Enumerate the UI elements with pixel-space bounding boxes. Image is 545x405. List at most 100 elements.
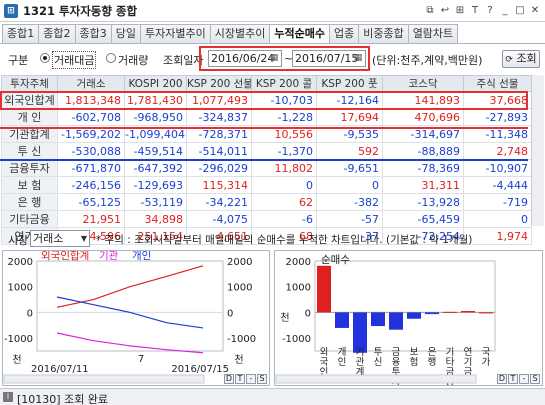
tab-item[interactable]: 누적순매수 xyxy=(269,24,330,44)
column-header[interactable]: KSP 200 콜 xyxy=(251,75,317,92)
market-select[interactable]: 거래소 ▼ xyxy=(30,230,90,247)
table-cell: 11,802 xyxy=(251,159,317,177)
table-cell: -34,221 xyxy=(186,193,252,211)
investor-table: 투자주체 거래소 KOSPI 200 KSP 200 선물 KSP 200 콜 KSP 2… xyxy=(1,75,532,245)
row-header: 개 인 xyxy=(1,108,58,126)
link-icon[interactable]: ⧉ xyxy=(426,5,434,16)
table-cell: -9,651 xyxy=(316,159,383,177)
tab-item[interactable]: 당일 xyxy=(110,24,141,43)
table-cell: -13,928 xyxy=(382,193,464,211)
tab-item[interactable]: 종합1 xyxy=(2,24,40,43)
radio-volume[interactable] xyxy=(106,53,116,63)
minimize-icon[interactable]: _ xyxy=(502,5,508,16)
table-cell: 1,974 xyxy=(463,227,532,245)
pin-icon[interactable]: ↩ xyxy=(440,5,450,16)
table-row[interactable]: 외국인합계 1,813,348 1,781,430 1,077,493 -10,703-… xyxy=(1,91,532,109)
window-controls: ⧉ ↩ ⊞ T ? _ □ ✕ xyxy=(424,4,541,17)
help-icon[interactable]: ? xyxy=(487,5,493,16)
x-tick-label: 7 xyxy=(138,354,144,365)
radio-volume-label[interactable]: 거래량 xyxy=(118,54,149,67)
table-row[interactable]: 기타금융 21,951 34,898 -4,075 -6 -57 -65,459 0 xyxy=(1,210,532,228)
tab-item[interactable]: 투자자별추이 xyxy=(140,24,211,43)
chart-nav-button[interactable]: S xyxy=(530,374,540,384)
tab-item[interactable]: 비중종합 xyxy=(358,24,409,43)
table-row[interactable]: 투 신 -530,088 -459,514 -514,011 -1,370 592 -88,… xyxy=(1,142,532,160)
row-header: 투 신 xyxy=(1,142,58,160)
tab-item[interactable]: 종합3 xyxy=(74,24,112,43)
close-icon[interactable]: ✕ xyxy=(530,5,540,16)
chart-scrollbar[interactable] xyxy=(275,374,477,384)
table-row[interactable]: 금융투자 -671,870 -647,392 -296,029 11,802 -9,651… xyxy=(1,159,532,177)
chart-scrollbar[interactable] xyxy=(3,374,205,384)
row-header: 은 행 xyxy=(1,193,58,211)
row-header: 기관합계 xyxy=(1,125,58,143)
maximize-icon[interactable]: □ xyxy=(515,5,525,16)
column-header[interactable]: KSP 200 선물 xyxy=(186,75,252,92)
column-header[interactable]: KSP 200 풋 xyxy=(316,75,383,92)
y-tick-label: -1000 xyxy=(4,334,33,345)
column-header[interactable]: 코스닥 xyxy=(382,75,464,92)
y-tick-label: 2000 xyxy=(8,257,33,268)
row-header: 보 험 xyxy=(1,176,58,194)
screen-code: 1321 xyxy=(23,3,56,18)
calendar-icon[interactable]: ▦ xyxy=(353,53,363,63)
font-icon[interactable]: T xyxy=(471,5,479,16)
bar xyxy=(335,312,349,328)
tab-item[interactable]: 열람차트 xyxy=(407,24,459,43)
tab-item[interactable]: 종합2 xyxy=(38,24,76,43)
table-cell: -65,459 xyxy=(382,210,464,228)
chart-nav-button[interactable]: D xyxy=(497,374,507,384)
table-row[interactable]: 은 행 -65,125 -53,119 -34,221 62 -382 -13,928 -71… xyxy=(1,193,532,211)
radio-amount-label[interactable]: 거래대금 xyxy=(52,51,97,69)
notice-text: * 주의 : 조회시작일부터 매일매일의 순매수를 누적한 차트입니다. (기본… xyxy=(96,234,473,246)
radio-amount[interactable] xyxy=(40,53,50,63)
chart-nav-button[interactable]: T xyxy=(235,374,245,384)
date-from-input[interactable]: 2016/06/24 ▦ xyxy=(208,50,282,67)
table-scrollbar[interactable] xyxy=(531,75,544,226)
chart-nav-button[interactable]: S xyxy=(257,374,267,384)
table-row[interactable]: 보 험 -246,156 -129,693 115,314 0 0 31,311 -4,444 xyxy=(1,176,532,194)
y-tick-label: -1000 xyxy=(282,334,311,345)
bar xyxy=(461,311,475,313)
tab-item[interactable]: 시장별추이 xyxy=(209,24,271,43)
chart-nav-button[interactable]: - xyxy=(246,374,256,384)
table-cell: -530,088 xyxy=(57,142,125,160)
tab-item[interactable]: 업종 xyxy=(328,24,360,43)
grid-icon[interactable]: ⊞ xyxy=(455,5,465,16)
column-header[interactable]: 주식 선물 xyxy=(463,75,532,92)
y-unit-label: 천 xyxy=(12,354,21,366)
chart-nav-button[interactable]: D xyxy=(224,374,234,384)
tab-divider xyxy=(0,43,545,44)
table-cell: -10,907 xyxy=(463,159,532,177)
table-cell: 21,951 xyxy=(57,210,125,228)
bar xyxy=(479,312,493,314)
info-icon: i xyxy=(3,392,13,402)
column-header[interactable]: 투자주체 xyxy=(1,75,58,92)
date-highlight-frame xyxy=(199,46,370,71)
table-cell: -53,119 xyxy=(124,193,187,211)
calendar-icon[interactable]: ▦ xyxy=(269,53,279,63)
row-header: 금융투자 xyxy=(1,159,58,177)
kind-label: 구분 xyxy=(8,54,29,67)
table-row[interactable]: 개 인 -602,708 -968,950 -324,837 -1,228 17,694 4… xyxy=(1,108,532,126)
table-cell: -671,870 xyxy=(57,159,125,177)
table-cell: 0 xyxy=(316,176,383,194)
x-start-label: 2016/07/11 xyxy=(31,364,89,375)
series-line xyxy=(56,332,204,354)
date-to-value: 2016/07/15 xyxy=(295,52,359,65)
chart-nav-button[interactable]: - xyxy=(519,374,529,384)
column-header[interactable]: KOSPI 200 xyxy=(124,75,187,92)
query-button[interactable]: ⟳ 조회 xyxy=(502,50,540,68)
date-to-input[interactable]: 2016/07/15 ▦ xyxy=(292,50,366,67)
table-cell: 470,696 xyxy=(382,108,464,126)
table-row[interactable]: 기관합계 -1,569,202 -1,099,404 -728,371 10,556 -9… xyxy=(1,125,532,143)
table-cell: -6 xyxy=(251,210,317,228)
legend-item: 개인 xyxy=(132,251,151,262)
bar xyxy=(443,311,457,313)
chart-nav-button[interactable]: T xyxy=(508,374,518,384)
column-header[interactable]: 거래소 xyxy=(57,75,125,92)
